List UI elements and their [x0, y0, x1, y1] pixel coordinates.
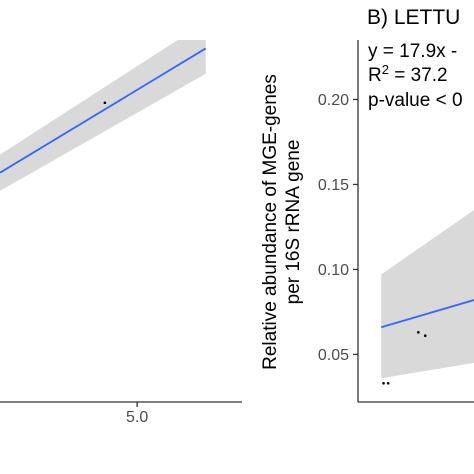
r-squared-superscript: 2	[382, 62, 389, 77]
data-point	[103, 101, 107, 105]
p-value: p-value < 0	[368, 90, 463, 111]
panel-left: 5.0	[0, 40, 242, 426]
plot-content	[0, 40, 207, 191]
annotation-block: y = 17.9x - R2 = 37.2 p-value < 0	[368, 41, 463, 111]
regression-line	[0, 47, 207, 174]
y-tick-label: 0.20	[318, 92, 349, 109]
y-axis-title: Relative abundance of MGE-genes per 16S …	[260, 74, 304, 370]
confidence-band	[0, 40, 206, 191]
r-squared-value: = 37.2	[389, 65, 448, 86]
y-tick-label: 0.05	[318, 347, 349, 364]
y-ticks-right: 0.05 0.10 0.15 0.20	[318, 92, 358, 364]
data-point	[382, 382, 385, 385]
regression-line	[380, 299, 474, 329]
r-squared: R2 = 37.2	[368, 62, 448, 87]
confidence-band	[381, 209, 474, 379]
r-squared-symbol: R	[368, 65, 382, 86]
panel-right: B) LETTU Relative abundance of MGE-genes…	[260, 6, 474, 403]
regression-equation: y = 17.9x -	[368, 41, 457, 62]
plot-area-right	[380, 209, 474, 385]
y-tick-label: 0.15	[318, 177, 349, 194]
data-point	[386, 382, 390, 385]
data-point	[417, 331, 420, 334]
data-point	[423, 334, 427, 338]
y-tick-label: 0.10	[318, 262, 349, 279]
plot-area-left	[0, 40, 207, 191]
y-axis-title-line-2: per 16S rRNA gene	[283, 140, 304, 305]
plot-content	[380, 209, 474, 385]
x-tick-label: 5.0	[126, 409, 148, 426]
panel-title-right: B) LETTU	[367, 6, 460, 29]
x-ticks-left: 5.0	[126, 402, 148, 426]
y-axis-title-line-1: Relative abundance of MGE-genes	[260, 74, 281, 370]
